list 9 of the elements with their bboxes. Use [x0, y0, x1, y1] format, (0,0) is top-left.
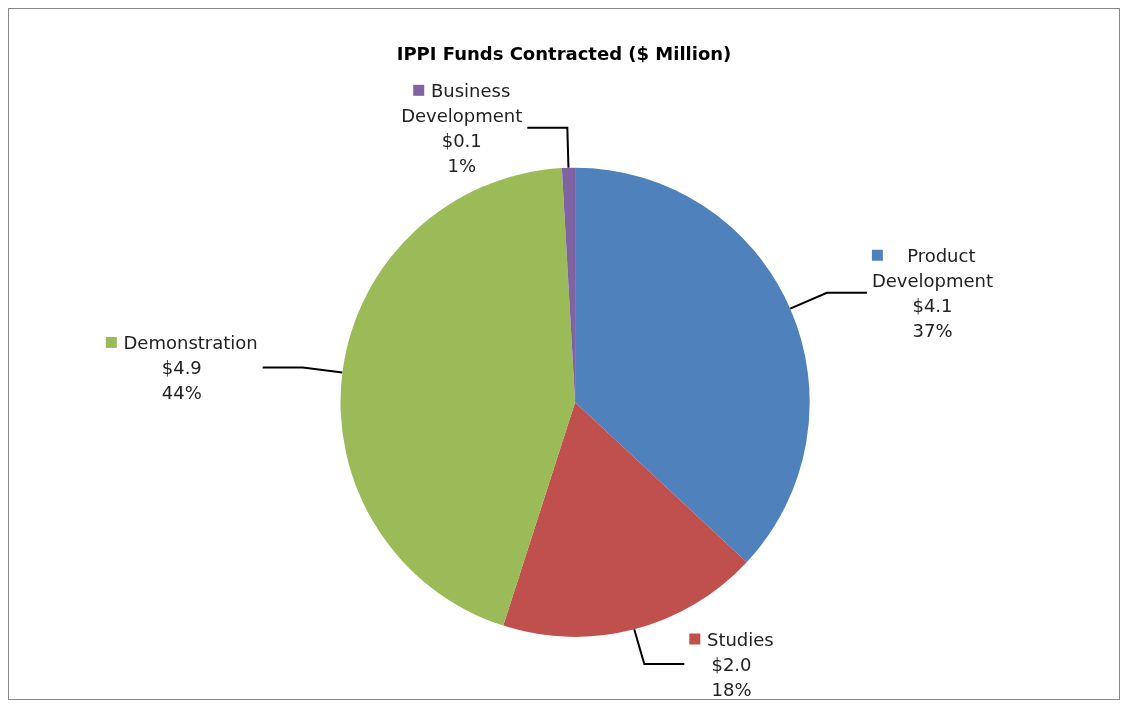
data-label: $4.1 37% — [912, 294, 953, 341]
data-label: $0.1 1% — [441, 129, 482, 176]
legend-label: Business Development — [401, 79, 523, 126]
data-label: $2.0 18% — [711, 653, 752, 700]
legend-label: Studies — [706, 628, 774, 650]
chart-title: IPPI Funds Contracted ($ Million) — [396, 42, 732, 64]
legend-label: Product Development — [871, 244, 994, 291]
legend-label: Demonstration — [123, 331, 258, 353]
data-label: $4.9 44% — [161, 356, 202, 403]
